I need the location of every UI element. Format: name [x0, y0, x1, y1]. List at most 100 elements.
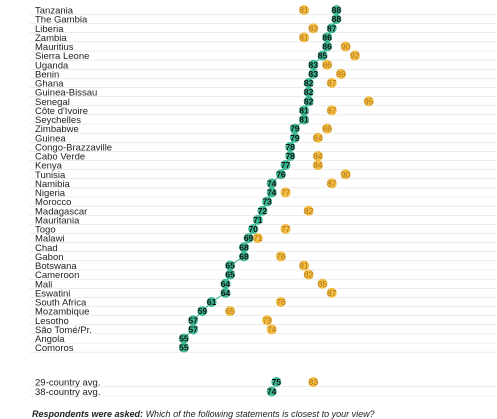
category-label: Congo-Brazzaville — [35, 142, 112, 153]
series-b-point — [299, 5, 310, 15]
series-b-value-label: 87 — [327, 105, 337, 115]
series-b-point — [326, 78, 337, 88]
series-b-point — [308, 377, 319, 387]
series-b-point — [280, 224, 291, 234]
series-a-point — [266, 178, 277, 189]
series-b-point — [266, 324, 277, 335]
series-a-value-label: 87 — [327, 23, 337, 33]
category-label: São Tomé/Pr. — [35, 325, 92, 336]
category-label: Guinea — [35, 133, 66, 144]
category-label: Uganda — [35, 60, 69, 71]
series-a-value-label: 65 — [225, 261, 235, 271]
category-label: Mauritius — [35, 42, 74, 53]
series-b-value-label: 87 — [327, 178, 337, 188]
series-a-value-label: 82 — [304, 87, 314, 97]
series-b-value-label: 95 — [364, 96, 374, 106]
series-b-value-label: 90 — [341, 169, 351, 179]
series-b-point — [303, 269, 314, 280]
series-a-value-label: 69 — [244, 233, 254, 243]
series-b-value-label: 84 — [313, 151, 323, 161]
series-b-point — [336, 68, 347, 79]
category-label: Mali — [35, 279, 52, 290]
series-a-point — [275, 169, 286, 180]
series-a-point — [238, 251, 249, 262]
series-a-value-label: 74 — [267, 178, 277, 188]
series-b-value-label: 83 — [309, 377, 319, 387]
series-a-point — [331, 14, 342, 25]
series-b-point — [340, 169, 351, 180]
series-a-point — [299, 114, 310, 125]
category-label: Seychelles — [35, 115, 81, 126]
category-label: Tunisia — [35, 170, 66, 181]
series-b-value-label: 77 — [281, 224, 291, 234]
series-a-value-label: 78 — [285, 151, 295, 161]
series-b-value-label: 81 — [299, 261, 309, 271]
category-label: Botswana — [35, 261, 77, 272]
category-label: Liberia — [35, 24, 64, 35]
series-a-value-label: 55 — [179, 334, 189, 344]
series-b-value-label: 89 — [336, 69, 346, 79]
category-label: Guinea-Bissau — [35, 88, 97, 99]
category-label: South Africa — [35, 298, 87, 309]
category-label: Malawi — [35, 234, 65, 245]
series-a-value-label: 88 — [332, 5, 342, 15]
series-a-value-label: 82 — [304, 78, 314, 88]
series-b-point — [275, 297, 286, 307]
series-a-point — [206, 297, 217, 307]
series-a-value-label: 85 — [318, 51, 328, 61]
series-b-value-label: 92 — [350, 51, 360, 61]
series-a-value-label: 64 — [221, 288, 231, 298]
series-b-point — [349, 50, 360, 61]
footnote: Respondents were asked: Which of the fol… — [32, 409, 492, 419]
series-a-point — [322, 41, 333, 52]
series-b-value-label: 71 — [253, 233, 263, 243]
category-label: Côte d'Ivoire — [35, 106, 88, 117]
series-b-value-label: 74 — [267, 324, 277, 334]
series-a-point — [280, 160, 291, 171]
series-a-value-label: 83 — [309, 69, 319, 79]
series-a-point — [289, 123, 300, 134]
category-label: Lesotho — [35, 316, 69, 327]
category-label: Namibia — [35, 179, 71, 190]
series-b-value-label: 81 — [299, 32, 309, 42]
category-label: Tanzania — [35, 6, 74, 17]
category-label: Mauritania — [35, 215, 80, 226]
series-a-value-label: 68 — [239, 242, 249, 252]
series-a-value-label: 71 — [253, 215, 263, 225]
series-b-value-label: 87 — [327, 288, 337, 298]
series-a-point — [243, 233, 254, 244]
category-label: Togo — [35, 225, 56, 236]
series-a-value-label: 57 — [188, 315, 198, 325]
series-a-point — [252, 214, 263, 225]
series-a-point — [271, 377, 282, 387]
series-b-value-label: 73 — [262, 315, 272, 325]
series-a-value-label: 55 — [179, 343, 189, 353]
category-label: Kenya — [35, 161, 63, 172]
series-a-value-label: 86 — [322, 42, 332, 52]
series-a-value-label: 86 — [322, 32, 332, 42]
series-a-point — [220, 278, 231, 289]
series-b-point — [312, 151, 323, 161]
series-a-point — [248, 224, 259, 234]
series-b-value-label: 87 — [327, 78, 337, 88]
series-a-point — [225, 269, 236, 280]
series-b-point — [363, 96, 374, 107]
series-a-value-label: 82 — [304, 96, 314, 106]
series-a-point — [326, 23, 337, 34]
series-b-value-label: 76 — [276, 251, 286, 261]
series-b-point — [303, 205, 314, 216]
series-b-point — [252, 233, 263, 244]
series-a-point — [285, 141, 296, 152]
series-b-value-label: 65 — [225, 306, 235, 316]
series-a-point — [299, 105, 310, 116]
series-b-point — [340, 41, 351, 52]
series-a-point — [322, 32, 333, 43]
series-a-value-label: 74 — [267, 188, 277, 198]
category-label: 29-country avg. — [35, 378, 100, 389]
series-a-point — [225, 260, 236, 271]
series-a-value-label: 79 — [290, 124, 300, 134]
series-b-point — [322, 59, 333, 70]
footnote-text: Which of the following statements is clo… — [145, 409, 375, 419]
series-b-value-label: 86 — [322, 124, 332, 134]
series-a-value-label: 76 — [276, 169, 286, 179]
